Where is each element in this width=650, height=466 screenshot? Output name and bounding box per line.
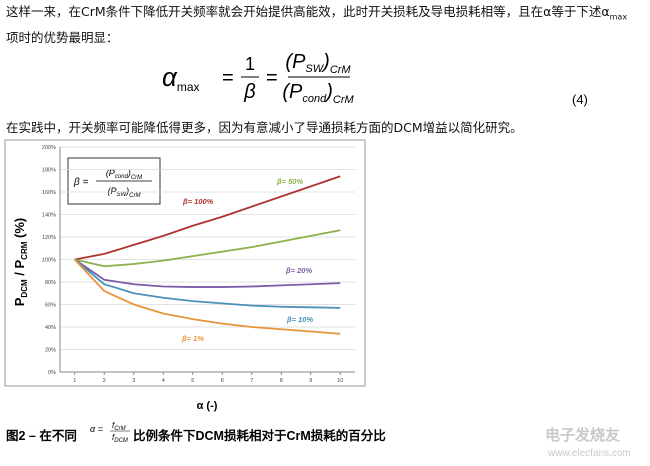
chart-frame (4, 139, 366, 387)
eq-text: = (266, 67, 278, 89)
caption-text: 比例条件下DCM损耗相对于CrM损耗的百分比 (133, 428, 386, 443)
y-tick-label: 20% (45, 348, 56, 354)
inset: β = (Pcond)CrM (PSW)CrM (67, 157, 161, 205)
y-tick-label: 40% (45, 325, 56, 331)
eq-part: CrM (333, 94, 355, 106)
x-tick-label: 5 (191, 378, 194, 384)
eq-text: αmax (162, 62, 200, 94)
y-tick-label: 80% (45, 280, 56, 286)
x-tick-label: 8 (280, 378, 283, 384)
x-tick-label: 7 (250, 378, 253, 384)
caption-text: α = (90, 424, 103, 434)
series-label: β= 100% (182, 197, 214, 206)
y-tick-label: 200% (42, 145, 56, 151)
eq-part: max (177, 80, 200, 94)
label-part: CrM (129, 193, 140, 199)
series-line (74, 258, 341, 288)
series-line (74, 229, 341, 268)
label-part: DCM (114, 438, 128, 444)
label-part: DCM (20, 279, 29, 298)
x-tick-label: 6 (221, 378, 224, 384)
eq-text: (Pcond)CrM (282, 81, 354, 106)
x-tick-label: 9 (309, 378, 312, 384)
y-tick-label: 60% (45, 303, 56, 309)
series-line (74, 258, 341, 335)
label-part: SW (116, 192, 127, 198)
x-tick-label: 10 (337, 378, 343, 384)
series-line (74, 175, 341, 261)
label-part: ) (127, 168, 131, 178)
label-part: (%) (12, 218, 27, 242)
caption-text: fCrM (112, 421, 126, 432)
y-tick-label: 0% (48, 370, 56, 376)
paragraph: 在实践中，开关频率可能降低得更多，因为有意减小了导通损耗方面的DCM增益以简化研… (6, 120, 523, 135)
watermark: www.elecfans.com (547, 448, 631, 459)
x-axis-label: α (-) (197, 400, 218, 412)
equation-number: (4) (572, 92, 588, 107)
eq-text: 1 (245, 54, 255, 74)
x-tick-label: 1 (73, 378, 76, 384)
series-label: β= 1% (181, 334, 204, 343)
eq-part: α (162, 62, 178, 92)
label-part: CRM (20, 241, 29, 260)
paragraph: 这样一来，在CrM条件下降低开关频率就会开始提供高能效，此时开关损耗及导电损耗相… (6, 2, 636, 48)
eq-part: (P (285, 51, 306, 73)
y-tick-label: 100% (42, 258, 56, 264)
eq-text: = (222, 67, 234, 89)
label-part: f (112, 421, 115, 430)
series-label: β= 20% (285, 266, 312, 275)
label-part: P (12, 297, 27, 306)
eq-part: cond (302, 93, 327, 105)
y-tick-label: 180% (42, 168, 56, 174)
label-part: cond (115, 174, 129, 180)
x-tick-label: 2 (103, 378, 106, 384)
y-tick-label: 140% (42, 213, 56, 219)
eq-text: (PSW)CrM (285, 51, 351, 76)
eq-part: SW (305, 63, 324, 75)
label-part: f (112, 433, 115, 442)
y-tick-label: 120% (42, 235, 56, 241)
label-part: CrM (131, 175, 142, 181)
x-tick-label: 4 (162, 378, 165, 384)
series-line (74, 258, 341, 309)
plot: 0% 20% 40% 60% 80% 100% 120% 140% 160% 180% 200% 1 2… (42, 145, 355, 384)
eq-part: ) (324, 81, 333, 103)
label-part: (P (107, 186, 116, 196)
label-part: / P (12, 260, 27, 280)
series-label: β= 10% (286, 315, 313, 324)
series-label: β= 50% (276, 177, 303, 186)
label-part: CrM (114, 426, 125, 432)
text: max (609, 12, 628, 22)
text: 项时的优势最明显： (6, 29, 119, 45)
text: 这样一来，在CrM条件下降低开关频率就会开始提供高能效，此时开关损耗及导电损耗相… (6, 4, 610, 19)
label-part: ) (125, 186, 129, 196)
eq-text: β (243, 81, 255, 103)
eq-part: CrM (330, 64, 352, 76)
inset-text: (Pcond)CrM (106, 168, 142, 181)
y-tick-label: 160% (42, 190, 56, 196)
eq-part: ) (321, 51, 330, 73)
equation: αmax = 1 β = (PSW)CrM (Pcond)CrM (4) (162, 51, 588, 107)
caption-text: fDCM (112, 433, 128, 444)
inset-text: (PSW)CrM (107, 186, 140, 199)
x-tick-label: 3 (132, 378, 135, 384)
caption: 图2 – 在不同 α = fCrM fDCM 比例条件下DCM损耗相对于CrM损… (6, 421, 386, 444)
label-part: (P (106, 168, 115, 178)
watermark: 电子发烧友 (545, 426, 620, 444)
y-axis-label: PDCM / PCRM (%) (12, 218, 29, 306)
caption-text: 图2 – 在不同 (6, 428, 77, 443)
inset-text: β = (73, 177, 88, 188)
eq-part: (P (282, 81, 303, 103)
